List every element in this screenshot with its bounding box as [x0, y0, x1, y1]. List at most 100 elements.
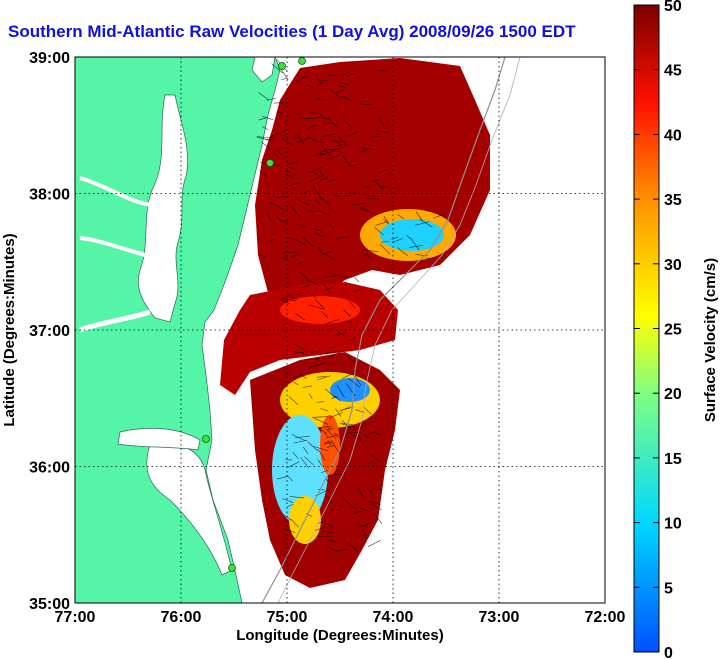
velocity-vector	[296, 137, 311, 144]
velocity-vector	[337, 274, 346, 278]
velocity-vector	[363, 249, 379, 253]
velocity-vector	[339, 422, 354, 426]
james-river	[79, 309, 151, 333]
velocity-vector	[318, 112, 326, 119]
velocity-vector	[317, 489, 325, 491]
velocity-vector	[424, 257, 436, 260]
velocity-vector	[346, 164, 359, 167]
velocity-vector	[307, 210, 324, 213]
velocity-vector	[290, 518, 299, 528]
y-tick-label: 36:00	[29, 460, 70, 477]
velocity-vector	[311, 170, 320, 177]
velocity-vector	[354, 375, 362, 386]
velocity-vector	[338, 136, 349, 146]
velocity-vector	[314, 149, 327, 157]
velocity-vector	[284, 514, 292, 521]
velocity-vector	[333, 395, 341, 402]
velocity-vector	[293, 343, 308, 352]
velocity-vector	[318, 153, 326, 156]
velocity-vector	[360, 149, 368, 153]
velocity-vector	[335, 408, 342, 417]
velocity-vector	[294, 223, 306, 228]
velocity-vector	[364, 253, 372, 260]
albemarle-sound	[117, 427, 201, 451]
velocity-vector	[305, 358, 320, 361]
velocity-vector	[290, 253, 300, 258]
isobath-line	[261, 57, 506, 603]
velocity-vector	[284, 528, 296, 533]
velocity-vector	[391, 236, 399, 240]
velocity-vector	[370, 454, 380, 462]
velocity-vector	[313, 185, 322, 199]
velocity-vector	[308, 304, 324, 310]
velocity-vector	[299, 271, 308, 280]
velocity-vector	[326, 428, 334, 430]
colorbar-ticks: 0 5 10 15 20 25 30 35 40 45 50	[634, 0, 682, 659]
velocity-vector	[335, 236, 350, 239]
velocity-vector	[289, 166, 297, 171]
potomac-river	[79, 176, 151, 207]
velocity-vector	[289, 496, 305, 499]
velocity-vector	[348, 300, 356, 309]
velocity-vector	[374, 513, 382, 525]
velocity-vector	[256, 136, 273, 142]
velocity-vector	[344, 120, 352, 128]
velocity-vector	[262, 115, 274, 121]
colorbar-tick-label: 35	[664, 192, 682, 209]
velocity-vector	[315, 97, 325, 101]
velocity-vector	[276, 476, 288, 480]
velocity-vector	[327, 440, 332, 446]
velocity-vector	[281, 77, 288, 81]
velocity-vector	[341, 82, 350, 86]
velocity-vector	[379, 244, 391, 255]
velocity-vector	[432, 213, 445, 219]
velocity-vector	[306, 84, 315, 89]
velocity-vector	[306, 513, 313, 517]
velocity-vector	[357, 488, 365, 499]
velocity-vector	[294, 435, 310, 439]
colorbar-tick-label: 0	[664, 645, 673, 659]
velocity-vector	[375, 221, 387, 226]
velocity-vector	[373, 488, 382, 490]
velocity-vector	[362, 147, 377, 151]
velocity-vector	[309, 393, 313, 400]
velocity-vector	[269, 238, 276, 242]
velocity-vector	[258, 117, 268, 121]
velocity-vector	[415, 211, 423, 222]
colorbar-tick-label: 15	[664, 451, 682, 468]
velocity-vector	[300, 374, 307, 379]
velocity-vector	[338, 85, 346, 88]
velocity-vector	[315, 199, 321, 205]
velocity-vector	[311, 112, 318, 114]
velocity-vector	[353, 424, 368, 431]
velocity-vector	[323, 351, 338, 355]
velocity-vector	[299, 352, 308, 355]
x-tick-label: 76:00	[161, 609, 202, 626]
velocity-vector	[341, 71, 350, 76]
velocity-vector	[316, 401, 325, 403]
slow-patch-mid	[330, 378, 370, 402]
velocity-vector	[328, 223, 335, 230]
velocity-vector	[347, 131, 359, 137]
velocity-vector	[366, 486, 373, 495]
velocity-vector	[359, 507, 371, 512]
velocity-vector	[267, 97, 277, 101]
velocity-vector	[342, 497, 354, 509]
velocity-vector	[300, 457, 309, 469]
velocity-vector	[281, 297, 296, 302]
velocity-vector	[311, 350, 319, 353]
x-tick-label: 75:00	[267, 609, 308, 626]
velocity-vector	[299, 190, 310, 195]
radar-site-marker	[298, 57, 306, 65]
x-axis: 77:00 76:00 75:00 74:00 73:00 72:00	[55, 609, 626, 626]
velocity-vector	[306, 279, 319, 286]
velocity-vector	[335, 89, 345, 93]
plot-frame	[74, 56, 606, 604]
velocity-vector	[317, 247, 325, 256]
velocity-vector	[310, 362, 326, 368]
velocity-vector	[258, 92, 270, 101]
y-axis-label: Latitude (Degrees:Minutes)	[1, 233, 18, 426]
velocity-vector	[333, 432, 340, 438]
velocity-vector	[317, 194, 330, 206]
